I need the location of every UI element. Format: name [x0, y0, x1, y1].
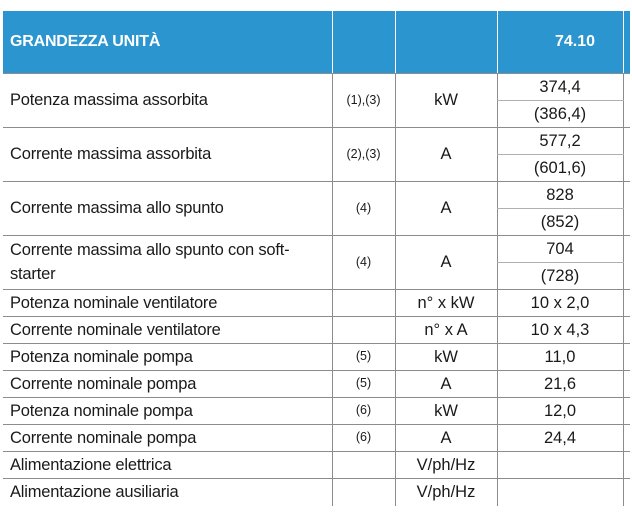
- row-edge: [622, 235, 630, 290]
- row-value: 828: [496, 181, 623, 209]
- table-row: Corrente nominale ventilatore n° x A 10 …: [3, 316, 630, 344]
- row-edge: [622, 73, 630, 128]
- row-value: 24,4: [496, 424, 623, 452]
- header-unit-cell: [395, 11, 498, 74]
- row-unit: A: [394, 370, 497, 398]
- row-edge: [622, 478, 630, 506]
- header-model: 74.10: [496, 11, 624, 74]
- row-ref: [331, 316, 395, 344]
- row-value: [496, 451, 623, 479]
- table-row-sub: (852): [3, 208, 630, 236]
- row-ref: [331, 289, 395, 317]
- row-ref: (6): [331, 397, 395, 425]
- row-value-alt: (601,6): [496, 154, 623, 182]
- row-value: [496, 478, 623, 506]
- table-row: Corrente massima allo spunto con soft-st…: [3, 235, 630, 290]
- table-row-sub: (728): [3, 262, 630, 290]
- row-label: Potenza nominale pompa: [3, 397, 332, 425]
- table-header-row: GRANDEZZA UNITÀ 74.10: [3, 11, 630, 74]
- row-value: 21,6: [496, 370, 623, 398]
- row-unit: kW: [394, 73, 497, 128]
- table-row: Corrente nominale pompa (6) A 24,4: [3, 424, 630, 452]
- table-row-sub: (386,4): [3, 100, 630, 128]
- row-label: Corrente massima allo spunto con soft-st…: [3, 235, 332, 290]
- row-label: Potenza nominale pompa: [3, 343, 332, 371]
- row-label: Corrente massima allo spunto: [3, 181, 332, 236]
- row-ref: [331, 478, 395, 506]
- table-row: Potenza massima assorbita (1),(3) kW 374…: [3, 73, 630, 128]
- header-edge-cell: [622, 11, 630, 74]
- header-ref-cell: [332, 11, 396, 74]
- row-ref: (5): [331, 343, 395, 371]
- row-ref: [331, 451, 395, 479]
- row-unit: n° x kW: [394, 289, 497, 317]
- row-label: Corrente nominale pompa: [3, 424, 332, 452]
- row-unit: V/ph/Hz: [394, 478, 497, 506]
- row-label: Corrente massima assorbita: [3, 127, 332, 182]
- row-edge: [622, 397, 630, 425]
- row-unit: A: [394, 127, 497, 182]
- row-label: Potenza nominale ventilatore: [3, 289, 332, 317]
- row-unit: A: [394, 235, 497, 290]
- row-label: Corrente nominale pompa: [3, 370, 332, 398]
- table-row: Alimentazione ausiliaria V/ph/Hz: [3, 478, 630, 506]
- row-edge: [622, 370, 630, 398]
- row-ref: (6): [331, 424, 395, 452]
- table-row: Potenza nominale ventilatore n° x kW 10 …: [3, 289, 630, 317]
- row-ref: (4): [331, 235, 395, 290]
- table-row-sub: (601,6): [3, 154, 630, 182]
- row-edge: [622, 289, 630, 317]
- row-label: Corrente nominale ventilatore: [3, 316, 332, 344]
- row-value: 12,0: [496, 397, 623, 425]
- row-ref: (5): [331, 370, 395, 398]
- row-unit: A: [394, 181, 497, 236]
- row-value-alt: (852): [496, 208, 623, 236]
- table-row: Corrente massima allo spunto (4) A 828: [3, 181, 630, 236]
- row-ref: (4): [331, 181, 395, 236]
- row-value: 10 x 4,3: [496, 316, 623, 344]
- row-unit: n° x A: [394, 316, 497, 344]
- row-edge: [622, 181, 630, 236]
- row-edge: [622, 316, 630, 344]
- row-label: Alimentazione elettrica: [3, 451, 332, 479]
- row-unit: kW: [394, 397, 497, 425]
- table-row: Corrente nominale pompa (5) A 21,6: [3, 370, 630, 398]
- row-unit: V/ph/Hz: [394, 451, 497, 479]
- row-value: 704: [496, 235, 623, 263]
- row-edge: [622, 451, 630, 479]
- row-ref: (2),(3): [331, 127, 395, 182]
- row-value: 374,4: [496, 73, 623, 101]
- electrical-data-table: GRANDEZZA UNITÀ 74.10 Potenza massima as…: [3, 11, 630, 506]
- row-edge: [622, 127, 630, 182]
- row-value-alt: (728): [496, 262, 623, 290]
- row-value: 577,2: [496, 127, 623, 155]
- row-unit: kW: [394, 343, 497, 371]
- table-row: Potenza nominale pompa (6) kW 12,0: [3, 397, 630, 425]
- row-unit: A: [394, 424, 497, 452]
- row-label: Potenza massima assorbita: [3, 73, 332, 128]
- row-edge: [622, 343, 630, 371]
- header-title: GRANDEZZA UNITÀ: [3, 11, 333, 74]
- row-label: Alimentazione ausiliaria: [10, 483, 179, 502]
- table-row: Alimentazione elettrica V/ph/Hz: [3, 451, 630, 479]
- table-row: Potenza nominale pompa (5) kW 11,0: [3, 343, 630, 371]
- table-row: Corrente massima assorbita (2),(3) A 577…: [3, 127, 630, 182]
- row-value: 10 x 2,0: [496, 289, 623, 317]
- row-value: 11,0: [496, 343, 623, 371]
- row-edge: [622, 424, 630, 452]
- row-ref: (1),(3): [331, 73, 395, 128]
- row-value-alt: (386,4): [496, 100, 623, 128]
